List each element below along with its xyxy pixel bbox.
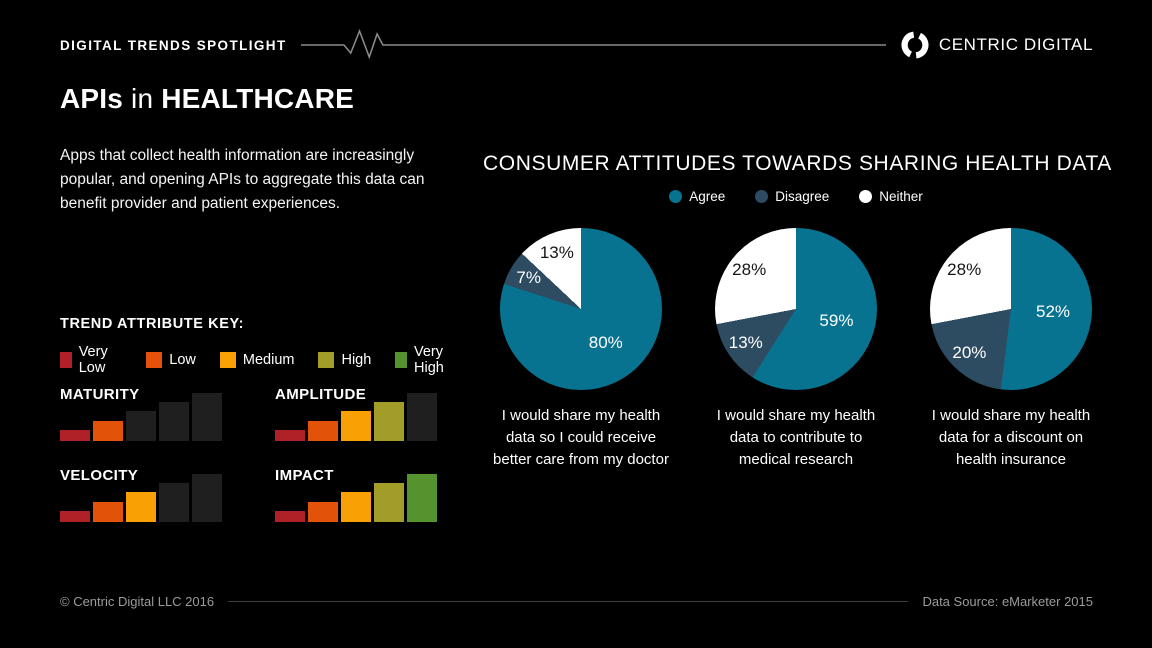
pie-slice-label: 13% — [728, 333, 763, 353]
pie-legend-item: Agree — [669, 189, 725, 204]
level-swatch-icon — [395, 352, 407, 368]
pie-slice-label: 80% — [588, 333, 623, 353]
pie-slice-label: 59% — [819, 310, 854, 330]
pie-column: 59% 13% 28% I would share my health data to… — [698, 228, 894, 470]
level-label: Very Low — [78, 344, 108, 376]
level-bar — [308, 502, 338, 522]
level-label: Very High — [414, 344, 444, 376]
legend-label: Neither — [879, 189, 923, 204]
copyright-text: © Centric Digital LLC 2016 — [60, 594, 215, 609]
level-bar — [341, 411, 371, 441]
trend-key-item: High — [318, 344, 371, 376]
trend-key-item: Medium — [219, 344, 295, 376]
data-source-text: Data Source: eMarketer 2015 — [922, 594, 1093, 609]
attribute-name: IMPACT — [275, 467, 334, 484]
pie-caption: I would share my health data to contribu… — [716, 407, 876, 468]
consumer-attitudes-section: CONSUMER ATTITUDES TOWARDS SHARING HEALT… — [483, 152, 1112, 468]
level-bar — [93, 502, 123, 522]
attribute-chart: VELOCITY — [60, 467, 222, 522]
trend-key-heading: TREND ATTRIBUTE KEY: — [60, 316, 245, 332]
pie-chart: 59% 13% 28% — [715, 228, 877, 390]
pie-slice-label: 13% — [539, 243, 574, 263]
title-lead: APIs — [60, 83, 124, 114]
footer: © Centric Digital LLC 2016 Data Source: … — [60, 594, 1093, 609]
attribute-name: AMPLITUDE — [275, 386, 367, 403]
attribute-charts: MATURITY AMPLITUDE VELOCITY IMPACT — [60, 386, 437, 522]
page-title: APIs in HEALTHCARE — [60, 82, 354, 116]
attribute-chart: MATURITY — [60, 386, 222, 441]
level-bar — [192, 474, 222, 522]
trend-key-item: Very High — [395, 344, 460, 376]
pies-row: 80% 7% 13% I would share my health data so … — [483, 228, 1109, 470]
heartbeat-line-icon — [300, 28, 886, 60]
centric-digital-logo-icon — [901, 31, 929, 59]
level-bar — [126, 492, 156, 522]
level-bar — [60, 511, 90, 522]
trend-key-item: Low — [146, 344, 196, 376]
level-label: Low — [169, 352, 196, 368]
pie-slice-label: 52% — [1036, 301, 1071, 321]
pie-column: 80% 7% 13% I would share my health data so … — [483, 228, 679, 470]
level-bar — [275, 430, 305, 441]
pie-slice-label: 20% — [952, 343, 987, 363]
level-bar — [159, 402, 189, 441]
legend-dot-icon — [859, 190, 873, 203]
header: DIGITAL TRENDS SPOTLIGHT CENTRIC DIGITAL — [60, 28, 1093, 62]
attribute-bars — [60, 393, 222, 441]
trend-key-section: TREND ATTRIBUTE KEY: Very Low Low Medium Hi… — [60, 316, 460, 522]
attribute-name: MATURITY — [60, 386, 140, 403]
attribute-bars — [60, 474, 222, 522]
pie-chart: 80% 7% 13% — [500, 228, 662, 390]
brand-name: CENTRIC DIGITAL — [938, 35, 1093, 54]
attribute-chart: AMPLITUDE — [275, 386, 437, 441]
brand: CENTRIC DIGITAL — [900, 30, 1093, 60]
level-swatch-icon — [146, 352, 163, 368]
pie-caption: I would share my health data for a disco… — [931, 407, 1091, 468]
legend-label: Agree — [689, 189, 726, 204]
level-swatch-icon — [219, 352, 236, 368]
level-bar — [275, 511, 305, 522]
level-swatch-icon — [318, 352, 335, 368]
level-bar — [159, 483, 189, 522]
level-bar — [192, 393, 222, 441]
pie-legend-item: Disagree — [755, 189, 829, 204]
pie-column: 52% 20% 28% I would share my health data fo… — [913, 228, 1109, 470]
intro-text: Apps that collect health information are… — [60, 147, 425, 213]
level-swatch-icon — [60, 352, 72, 368]
level-bar — [374, 483, 404, 522]
pie-legend-item: Neither — [859, 189, 923, 204]
level-bar — [93, 421, 123, 441]
chart-title: CONSUMER ATTITUDES TOWARDS SHARING HEALT… — [483, 152, 1112, 175]
title-tail: HEALTHCARE — [161, 83, 355, 114]
pie-chart: 52% 20% 28% — [930, 228, 1092, 390]
pie-legend: Agree Disagree Neither — [483, 189, 1109, 204]
pie-slice-label: 7% — [516, 268, 541, 288]
trend-key-item: Very Low — [60, 344, 122, 376]
level-bar — [374, 402, 404, 441]
legend-dot-icon — [669, 190, 683, 203]
legend-label: Disagree — [775, 189, 830, 204]
eyebrow-title: DIGITAL TRENDS SPOTLIGHT — [60, 37, 287, 53]
level-label: High — [341, 352, 372, 368]
level-bar — [407, 393, 437, 441]
footer-divider — [228, 601, 909, 602]
level-bar — [126, 411, 156, 441]
pie-slice-label: 28% — [947, 260, 982, 280]
attribute-bars — [275, 474, 437, 522]
pie-slice-label: 28% — [732, 260, 767, 280]
title-mid: in — [123, 83, 162, 114]
attribute-chart: IMPACT — [275, 467, 437, 522]
level-bar — [341, 492, 371, 522]
attribute-name: VELOCITY — [60, 467, 139, 484]
pie-caption: I would share my health data so I could … — [493, 407, 669, 468]
attribute-bars — [275, 393, 437, 441]
level-bar — [60, 430, 90, 441]
level-bar — [407, 474, 437, 522]
trend-key-legend: Very Low Low Medium High Very High — [60, 344, 460, 376]
level-bar — [308, 421, 338, 441]
legend-dot-icon — [755, 190, 769, 203]
level-label: Medium — [242, 352, 295, 368]
